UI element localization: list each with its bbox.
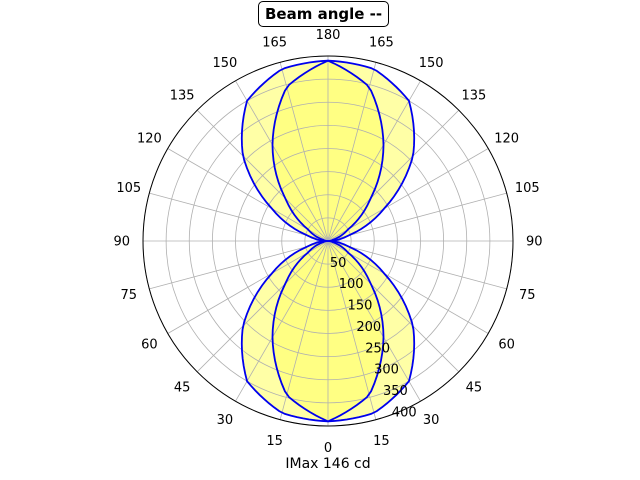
angle-tick-label: 180 bbox=[316, 28, 341, 43]
chart-title: Beam angle -- bbox=[258, 1, 390, 27]
angle-tick-label: 45 bbox=[466, 380, 483, 395]
angular-grid-line bbox=[235, 80, 329, 242]
radial-tick-label: 400 bbox=[392, 405, 417, 420]
angle-tick-label: 120 bbox=[137, 131, 162, 146]
angular-grid-line bbox=[149, 240, 329, 290]
polar-frame bbox=[142, 55, 514, 427]
angle-tick-label: 75 bbox=[120, 288, 137, 303]
angle-tick-label: 150 bbox=[419, 56, 444, 71]
series-1-line bbox=[271, 59, 385, 423]
angular-grid-line bbox=[235, 240, 329, 402]
angle-tick-label: 60 bbox=[141, 338, 158, 353]
angular-grid-line bbox=[196, 109, 329, 242]
angle-tick-label: 60 bbox=[498, 338, 515, 353]
angle-tick-label: 30 bbox=[217, 413, 234, 428]
angular-grid-line bbox=[327, 240, 460, 373]
angular-grid-line bbox=[327, 148, 489, 242]
angle-tick-label: 75 bbox=[519, 288, 536, 303]
angular-grid-line bbox=[327, 62, 377, 242]
angle-tick-label: 90 bbox=[113, 235, 130, 250]
radial-tick-label: 250 bbox=[365, 341, 390, 356]
angle-tick-label: 15 bbox=[373, 434, 390, 449]
angle-tick-label: 0 bbox=[324, 441, 332, 456]
angle-tick-label: 90 bbox=[526, 235, 543, 250]
angle-tick-label: 105 bbox=[515, 181, 540, 196]
angle-tick-label: 15 bbox=[266, 434, 283, 449]
angular-grid-line bbox=[327, 240, 377, 420]
angular-grid-line bbox=[327, 192, 507, 242]
angular-grid-line bbox=[327, 240, 489, 334]
angle-tick-label: 120 bbox=[494, 131, 519, 146]
radial-tick-label: 100 bbox=[339, 277, 364, 292]
angular-grid-line bbox=[279, 62, 329, 242]
angular-grid-line bbox=[279, 240, 329, 420]
radial-tick-label: 350 bbox=[383, 384, 408, 399]
angle-tick-label: 135 bbox=[461, 89, 486, 104]
radial-tick-label: 300 bbox=[374, 363, 399, 378]
radial-tick-label: 200 bbox=[356, 320, 381, 335]
angle-tick-label: 135 bbox=[170, 89, 195, 104]
angular-grid-line bbox=[167, 240, 329, 334]
angular-grid-line bbox=[149, 192, 329, 242]
angle-tick-label: 165 bbox=[262, 35, 287, 50]
angle-tick-label: 30 bbox=[423, 413, 440, 428]
angular-grid-line bbox=[167, 148, 329, 242]
angle-tick-label: 165 bbox=[369, 35, 394, 50]
angle-tick-label: 105 bbox=[116, 181, 141, 196]
angular-grid-line bbox=[327, 240, 507, 290]
angular-grid-line bbox=[196, 240, 329, 373]
x-axis-label: IMax 146 cd bbox=[285, 456, 371, 472]
angle-tick-label: 45 bbox=[174, 380, 191, 395]
angle-tick-label: 150 bbox=[212, 56, 237, 71]
angular-grid-line bbox=[327, 80, 421, 242]
radial-tick-label: 150 bbox=[348, 299, 373, 314]
radial-tick-label: 50 bbox=[330, 256, 347, 271]
angular-grid-line bbox=[327, 240, 421, 402]
angular-grid-line bbox=[327, 109, 460, 242]
